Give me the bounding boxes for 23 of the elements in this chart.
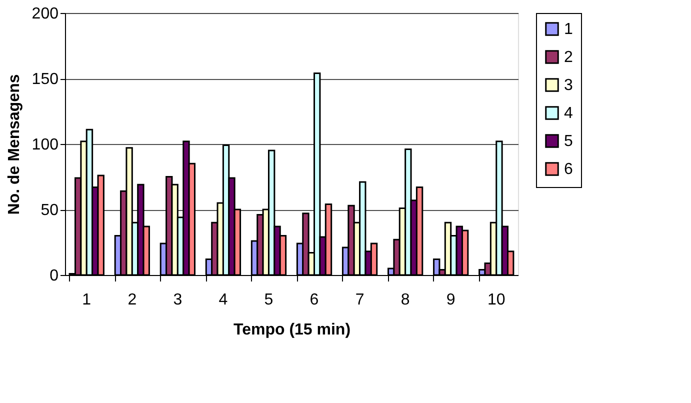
x-tick-label: 4 [218, 292, 228, 308]
y-axis-title: No. de Mensagens [6, 74, 23, 215]
y-tick-label: 50 [40, 202, 59, 219]
legend-label: 4 [564, 105, 573, 122]
x-tick-label: 8 [400, 292, 410, 308]
legend-label: 5 [564, 133, 573, 150]
legend-label: 3 [564, 77, 573, 94]
x-tick-label: 7 [355, 292, 364, 308]
y-tick-label: 200 [32, 6, 59, 22]
x-tick-label: 10 [487, 292, 506, 308]
x-tick-label: 5 [264, 292, 274, 308]
legend-label: 1 [564, 21, 573, 38]
legend-label: 6 [564, 161, 573, 178]
x-tick-label: 2 [128, 292, 137, 308]
x-tick-label: 3 [173, 292, 182, 308]
legend-label: 2 [564, 49, 573, 66]
x-axis-title: Tempo (15 min) [233, 322, 351, 338]
x-tick-label: 9 [446, 292, 456, 308]
y-tick-label: 150 [32, 71, 59, 88]
y-tick-label: 100 [32, 136, 59, 154]
y-tick-label: 0 [50, 268, 59, 284]
x-tick-label: 1 [82, 292, 92, 308]
x-tick-label: 6 [310, 292, 319, 308]
